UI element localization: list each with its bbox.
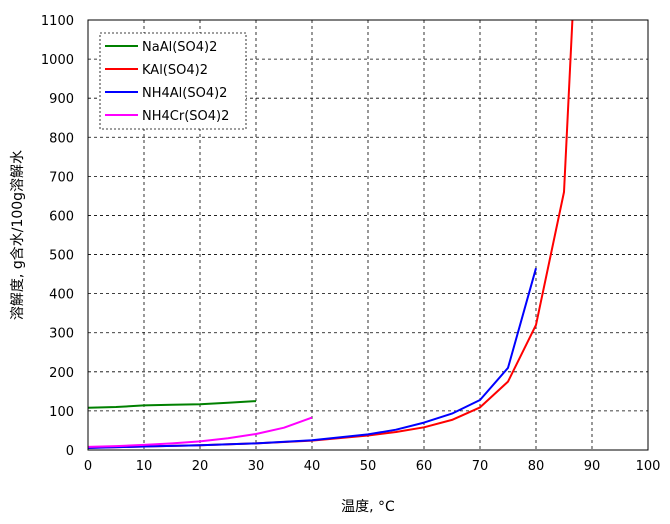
series-lines: [87, 19, 574, 449]
x-tick-label: 80: [528, 459, 545, 474]
legend: NaAl(SO4)2 KAl(SO4)2 NH4Al(SO4)2 NH4Cr(SO4)…: [99, 32, 247, 130]
x-tick-label: 100: [636, 459, 661, 474]
y-tick-label: 0: [66, 444, 74, 459]
y-tick-label: 100: [49, 405, 74, 420]
x-tick-label: 40: [304, 459, 321, 474]
legend-label: KAl(SO4)2: [142, 63, 208, 78]
tick-labels: 0 10 20 30 40 50 60 70 80 90 100010020030040050060…: [41, 14, 661, 474]
legend-label: NaAl(SO4)2: [142, 40, 217, 55]
series-line: [87, 400, 257, 409]
x-tick-label: 90: [584, 459, 601, 474]
x-tick-label: 10: [136, 459, 153, 474]
y-tick-label: 600: [49, 209, 74, 224]
x-axis-label: 温度, °C: [341, 499, 395, 515]
y-tick-label: 800: [49, 131, 74, 146]
y-tick-label: 900: [49, 92, 74, 107]
series-line: [87, 416, 313, 448]
x-tick-label: 60: [416, 459, 433, 474]
x-tick-label: 50: [360, 459, 377, 474]
x-tick-label: 0: [84, 459, 92, 474]
x-tick-label: 20: [192, 459, 209, 474]
legend-label: NH4Cr(SO4)2: [142, 109, 229, 124]
plot-frame: [87, 19, 649, 451]
series-line: [87, 267, 537, 449]
y-tick-label: 700: [49, 170, 74, 185]
legend-box: [99, 32, 247, 130]
y-axis-label: 溶解度, g含水/100g溶解水: [10, 150, 26, 320]
x-tick-label: 70: [472, 459, 489, 474]
y-tick-label: 500: [49, 249, 74, 264]
legend-label: NH4Al(SO4)2: [142, 86, 227, 101]
y-tick-label: 200: [49, 366, 74, 381]
y-tick-label: 300: [49, 327, 74, 342]
y-tick-label: 400: [49, 288, 74, 303]
y-tick-label: 1000: [41, 53, 74, 68]
x-tick-label: 30: [248, 459, 265, 474]
y-tick-label: 1100: [41, 14, 74, 29]
